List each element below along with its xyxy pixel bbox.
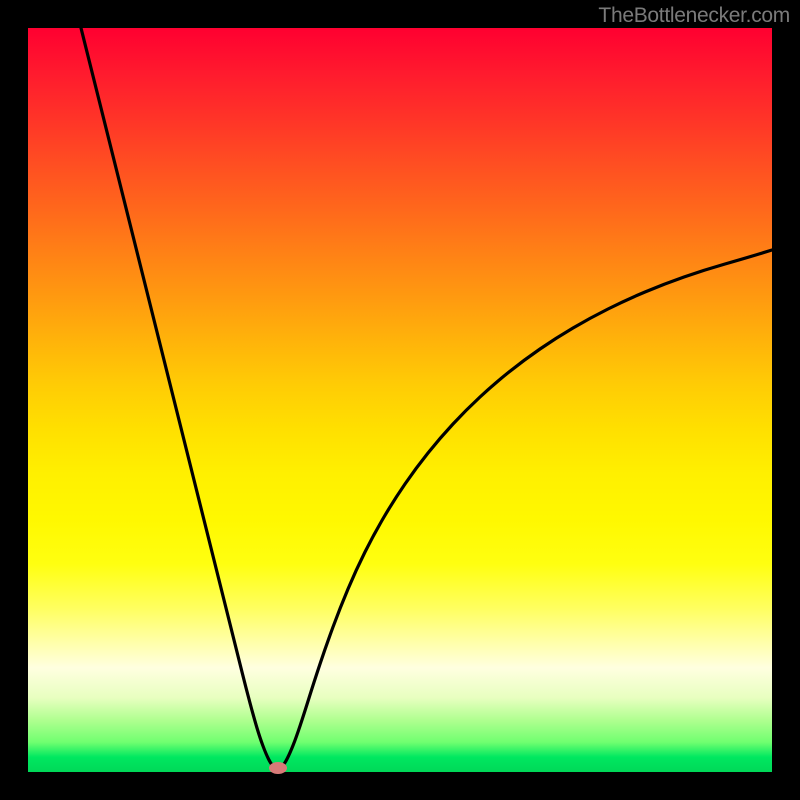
watermark-text: TheBottlenecker.com [598, 4, 790, 28]
plot-area [28, 28, 772, 772]
chart-frame: TheBottlenecker.com [0, 0, 800, 800]
minimum-marker [269, 762, 287, 774]
bottleneck-curve [81, 28, 772, 770]
curve-svg [28, 28, 772, 772]
